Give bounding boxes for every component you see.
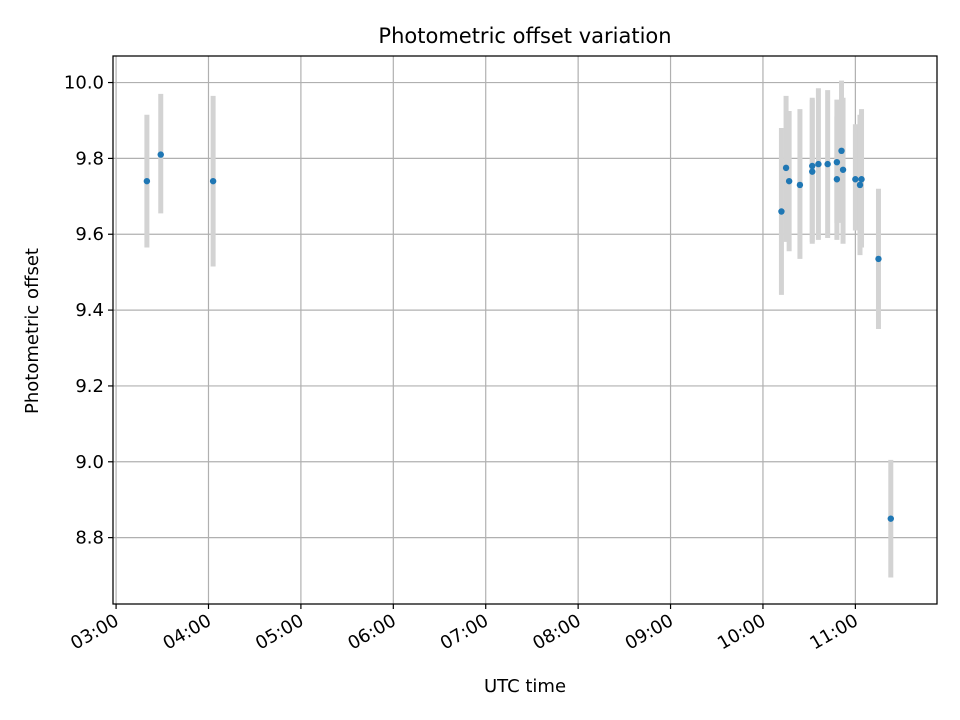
grid [113, 56, 937, 604]
plot-frame [112, 55, 938, 605]
data-point [856, 181, 864, 189]
chart-title: Photometric offset variation [378, 24, 671, 48]
x-axis-title: UTC time [484, 676, 566, 697]
data-point [209, 177, 217, 185]
y-tick-label: 10.0 [64, 73, 104, 94]
y-axis: 8.8 9.0 9.2 9.4 9.6 9.8 10.0 [64, 73, 113, 549]
y-axis-title: Photometric offset [22, 248, 43, 414]
data-point [838, 147, 845, 155]
y-tick-label: 9.8 [75, 148, 104, 169]
data-point [778, 208, 785, 215]
data-point [833, 158, 841, 166]
y-tick-label: 9.2 [75, 376, 104, 397]
data-point [157, 151, 164, 158]
data-point [809, 168, 816, 175]
data-point [815, 160, 822, 168]
y-tick-label: 9.0 [75, 452, 104, 473]
data-point [858, 176, 865, 183]
data-point [833, 176, 841, 183]
data-point [852, 176, 859, 183]
data-point [785, 177, 793, 185]
data-point [824, 160, 831, 168]
y-tick-label: 8.8 [75, 528, 104, 549]
y-tick-label: 9.4 [75, 300, 104, 321]
data-point [143, 177, 151, 185]
data-point [809, 162, 816, 170]
data-point [887, 515, 894, 522]
data-point [796, 181, 804, 189]
data-point [875, 255, 882, 263]
y-tick-label: 9.6 [75, 224, 104, 245]
data-points [143, 147, 894, 522]
data-point [782, 164, 790, 172]
data-point [839, 166, 847, 173]
